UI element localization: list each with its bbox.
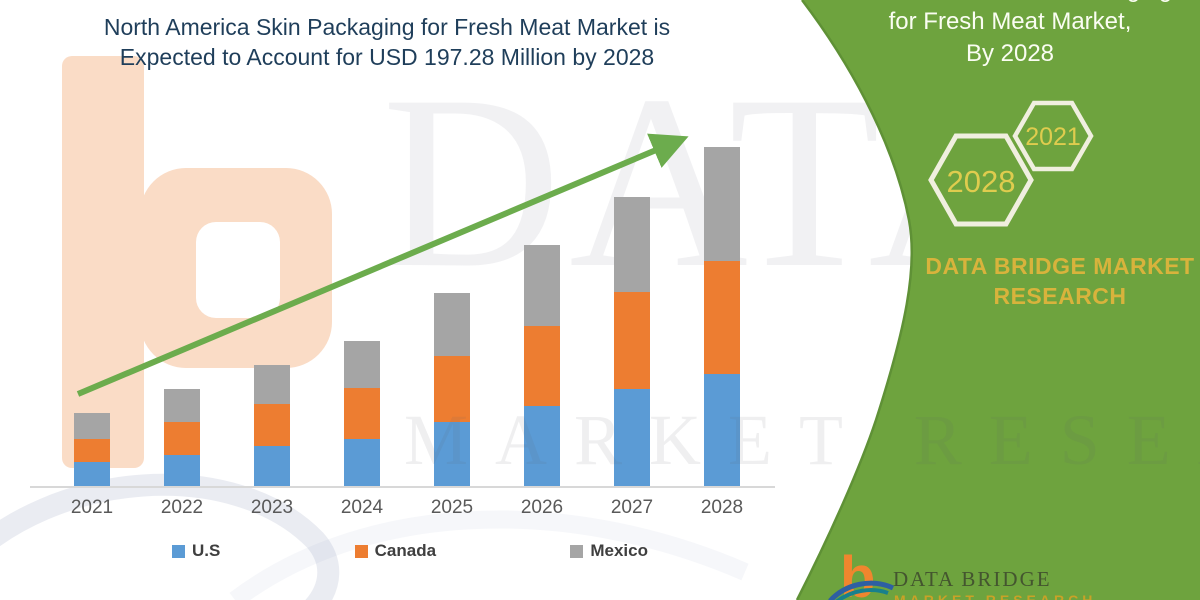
- bar-2021-us-segment: [74, 462, 110, 486]
- x-axis-label-2021: 2021: [70, 497, 114, 518]
- chart-title-line2: Expected to Account for USD 197.28 Milli…: [119, 44, 655, 70]
- x-axis-label-2023: 2023: [250, 497, 294, 518]
- x-axis-label-2026: 2026: [520, 497, 564, 518]
- bar-2028-us-segment: [704, 374, 740, 486]
- x-axis-line: [30, 486, 775, 488]
- bar-2023-us-segment: [254, 446, 290, 486]
- bar-2024-us-segment: [344, 439, 380, 486]
- hexagon-2021: [1012, 100, 1094, 172]
- chart-legend: U.S Canada Mexico: [172, 541, 648, 561]
- bar-2026-us-segment: [524, 406, 560, 486]
- legend-swatch-icon: [172, 544, 185, 558]
- bar-2028-mexico-segment: [704, 147, 740, 261]
- x-axis-label-2022: 2022: [160, 497, 204, 518]
- hexagon-year-2021: 2021: [1025, 123, 1081, 151]
- legend-label: Mexico: [590, 541, 648, 560]
- bar-2023-canada-segment: [254, 404, 290, 446]
- legend-label: U.S: [192, 541, 221, 560]
- x-axis-label-2028: 2028: [700, 497, 744, 518]
- panel-heading-clipped-line: North America Skin Packaging: [845, 0, 1175, 6]
- bar-2027-us-segment: [614, 389, 650, 486]
- chart-title: North America Skin Packaging for Fresh M…: [62, 12, 712, 72]
- chart-title-line1: North America Skin Packaging for Fresh M…: [103, 14, 671, 40]
- bar-2025-us-segment: [434, 422, 470, 486]
- legend-item-mexico: Mexico: [570, 541, 648, 561]
- panel-heading-line1: for Fresh Meat Market,: [888, 8, 1132, 35]
- panel-heading: North America Skin Packaging for Fresh M…: [845, 0, 1175, 70]
- hexagon-year-2028: 2028: [946, 164, 1016, 199]
- legend-item-canada: Canada: [354, 541, 437, 561]
- footer-logo-name: DATA BRIDGE: [893, 567, 1052, 591]
- bar-2028-canada-segment: [704, 261, 740, 374]
- x-axis-label-2024: 2024: [340, 497, 384, 518]
- footer-logo-subtext: MARKET RESEARCH: [894, 592, 1097, 600]
- legend-label: Canada: [374, 541, 437, 560]
- x-axis-label-2027: 2027: [610, 497, 654, 518]
- legend-swatch-icon: [570, 544, 584, 558]
- bar-2022-us-segment: [164, 455, 200, 486]
- panel-brand-line1: DATA BRIDGE MARKET: [925, 253, 1195, 279]
- hexagon-2028: [928, 133, 1034, 227]
- bar-2022-canada-segment: [164, 422, 200, 455]
- panel-brand-text: DATA BRIDGE MARKET RESEARCH: [920, 251, 1200, 311]
- bar-2021-mexico-segment: [74, 413, 110, 439]
- bar-2021-canada-segment: [74, 439, 110, 462]
- panel-brand-line2: RESEARCH: [993, 283, 1127, 309]
- legend-item-us: U.S: [172, 541, 220, 561]
- x-axis-label-2025: 2025: [430, 497, 474, 518]
- market-research-watermark: MARKET RESEARCH: [404, 400, 1200, 480]
- panel-heading-line2: By 2028: [965, 40, 1055, 67]
- legend-swatch-icon: [354, 544, 368, 558]
